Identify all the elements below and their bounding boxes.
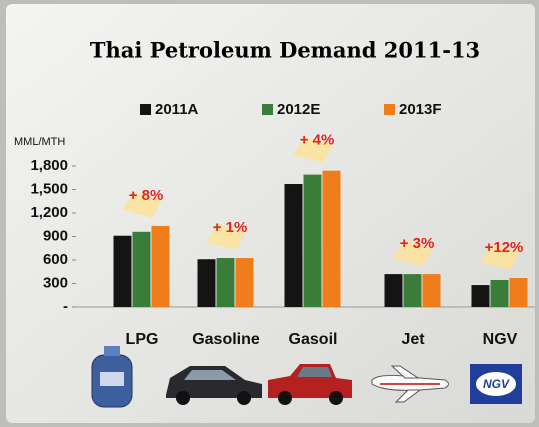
annotation: +12%: [485, 239, 524, 256]
bar: [236, 258, 254, 307]
bar: [304, 175, 322, 307]
x-tick-label: Gasoil: [289, 331, 338, 348]
y-tick-label: 1,500: [30, 180, 68, 197]
y-tick-label: -: [63, 298, 68, 315]
bar: [404, 274, 422, 307]
bar: [217, 258, 235, 307]
chart-title: Thai Petroleum Demand 2011-13: [90, 38, 480, 63]
legend-label: 2012E: [277, 101, 320, 118]
x-tick-label: NGV: [483, 331, 518, 348]
bar: [385, 274, 403, 307]
legend-swatch: [384, 104, 395, 115]
legend-label: 2011A: [155, 101, 199, 118]
bar: [152, 226, 170, 307]
annotation: + 3%: [400, 235, 435, 252]
legend-swatch: [140, 104, 151, 115]
annotation: + 1%: [213, 219, 248, 236]
bar: [491, 280, 509, 307]
y-tick-label: 300: [43, 274, 68, 291]
bar: [510, 278, 528, 307]
x-tick-label: LPG: [126, 331, 159, 348]
bar: [423, 274, 441, 307]
bar: [285, 184, 303, 307]
bar: [114, 236, 132, 307]
y-tick-label: 1,200: [30, 204, 68, 221]
y-tick-label: 900: [43, 227, 68, 244]
bar: [323, 171, 341, 307]
legend-label: 2013F: [399, 101, 442, 118]
annotation: + 4%: [300, 132, 335, 149]
svg-text:NGV: NGV: [483, 377, 510, 391]
y-axis-label: MML/MTH: [14, 136, 65, 148]
x-tick-label: Jet: [401, 331, 425, 348]
bar: [198, 259, 216, 307]
panel: [6, 4, 535, 423]
annotation: + 8%: [129, 187, 164, 204]
chart: Thai Petroleum Demand 2011-13 MML/MTH NG…: [0, 0, 539, 427]
x-tick-label: Gasoline: [192, 331, 260, 348]
bar: [472, 285, 490, 307]
ngv-logo: NGV: [470, 364, 522, 404]
legend-swatch: [262, 104, 273, 115]
y-tick-label: 600: [43, 251, 68, 268]
y-tick-label: 1,800: [30, 157, 68, 174]
bar: [133, 232, 151, 307]
